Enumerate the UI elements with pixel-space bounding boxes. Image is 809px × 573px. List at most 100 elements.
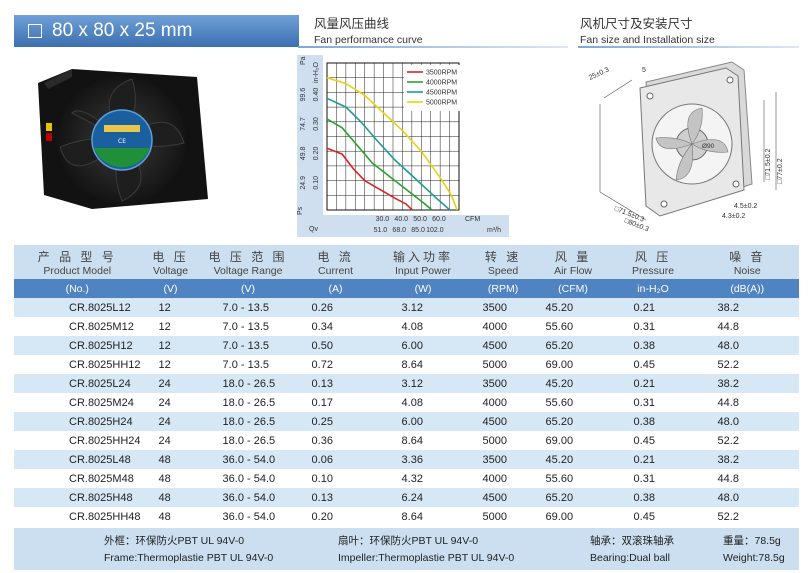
table-cell: 7.0 - 13.5 bbox=[222, 358, 270, 371]
table-cell: 24 bbox=[140, 412, 201, 431]
table-cell: 38.2 bbox=[695, 298, 799, 317]
dim-flange: 5 bbox=[642, 67, 646, 74]
table-cell: 4.08 bbox=[401, 396, 423, 409]
table-row: CR.8025H24 24 18.0 - 26.5 0.25 6.00 4500 65.20… bbox=[14, 412, 799, 431]
y2-tick-label: 99.6 bbox=[300, 88, 307, 102]
x2-tick-label: 85.0 bbox=[411, 227, 425, 234]
frame-zh: 外框：环保防火PBT UL 94V-0 bbox=[104, 535, 245, 547]
table-cell: 0.26 bbox=[295, 298, 376, 317]
table-cell: 36.0 - 54.0 bbox=[222, 510, 276, 523]
table-cell: 0.13 bbox=[295, 488, 376, 507]
table-cell: 0.45 bbox=[633, 434, 655, 447]
col-unit-3: (A) bbox=[295, 279, 376, 298]
col-header-6: 风 量 Air Flow bbox=[535, 245, 611, 279]
y-tick-label: 0.40 bbox=[313, 88, 320, 102]
table-cell: 55.60 bbox=[545, 472, 574, 485]
col-header-en: Input Power bbox=[395, 265, 452, 277]
table-cell: 55.60 bbox=[545, 320, 574, 333]
table-cell: 5000 bbox=[482, 434, 508, 447]
table-cell: 12 bbox=[140, 298, 201, 317]
col-unit-5: (RPM) bbox=[470, 279, 536, 298]
col-header-en: Pressure bbox=[632, 265, 675, 277]
table-cell: 48.0 bbox=[695, 488, 799, 507]
table-cell: 3500 bbox=[470, 298, 536, 317]
table-cell: 3500 bbox=[470, 374, 536, 393]
col-unit-1: (V) bbox=[140, 279, 201, 298]
ps-label: Ps bbox=[297, 206, 304, 215]
table-row: CR.8025HH48 48 36.0 - 54.0 0.20 8.64 5000 69.0… bbox=[14, 507, 799, 526]
table-cell: 4500 bbox=[470, 488, 536, 507]
table-cell: CR.8025H48 bbox=[14, 488, 141, 507]
table-cell: 0.31 bbox=[633, 396, 655, 409]
dim-diameter: Ø90 bbox=[702, 143, 715, 150]
table-cell: CR.8025H12 bbox=[14, 336, 141, 355]
size-heading: 风机尺寸及安装尺寸 Fan size and Installation size bbox=[580, 13, 715, 46]
table-cell: 0.31 bbox=[633, 320, 655, 333]
table-cell: 5000 bbox=[482, 358, 508, 371]
table-cell: CR.8025M12 bbox=[69, 320, 134, 333]
y2-tick-label: 24.9 bbox=[300, 176, 307, 190]
table-cell: 48 bbox=[140, 450, 201, 469]
table-cell: 4.32 bbox=[401, 472, 423, 485]
table-cell: 0.21 bbox=[610, 450, 696, 469]
size-title-zh: 风机尺寸及安装尺寸 bbox=[580, 17, 693, 31]
table-cell: 7.0 - 13.5 bbox=[200, 298, 296, 317]
weight-zh: 重量：78.5g bbox=[723, 535, 781, 547]
col-unit-6: (CFM) bbox=[535, 279, 611, 298]
table-cell: 18.0 - 26.5 bbox=[222, 434, 276, 447]
col-header-zh: 风 量 bbox=[554, 250, 592, 264]
col-unit-4: (W) bbox=[375, 279, 471, 298]
legend-label: 5000RPM bbox=[426, 100, 457, 107]
table-cell: 55.60 bbox=[545, 396, 574, 409]
curve-3500RPM bbox=[326, 147, 413, 211]
curve-4000RPM bbox=[326, 118, 433, 211]
table-cell: 69.00 bbox=[545, 510, 574, 523]
col-header-zh: 输入功率 bbox=[393, 250, 454, 264]
table-cell: 44.8 bbox=[717, 320, 739, 333]
header-row-labels: 产 品 型 号 Product Model 电 压 Voltage 电 压 范 围 Vol… bbox=[14, 245, 799, 279]
table-cell: 6.24 bbox=[375, 488, 471, 507]
x-tick-label: 30.0 bbox=[376, 216, 390, 223]
table-cell: 38.2 bbox=[695, 450, 799, 469]
col-header-en: Air Flow bbox=[554, 265, 592, 277]
dimension-drawing: 25±0.3 5 Ø90 □71.5±0.2 □77±0.2 4.5±0.2 4… bbox=[584, 52, 799, 233]
table-cell: 0.20 bbox=[311, 510, 333, 523]
table-cell: 3500 bbox=[470, 450, 536, 469]
header-row-units: (No.) (V) (V) (A) (W) (RPM) (CFM) in-H₂O (dB(A)) bbox=[14, 279, 799, 298]
x-axis-label: CFM bbox=[465, 216, 480, 223]
table-cell: 4500 bbox=[470, 412, 536, 431]
table-cell: 65.20 bbox=[535, 412, 611, 431]
table-cell: 36.0 - 54.0 bbox=[200, 450, 296, 469]
table-cell: 38.2 bbox=[695, 374, 799, 393]
weight-en: Weight:78.5g bbox=[723, 552, 785, 564]
table-row: CR.8025L48 48 36.0 - 54.0 0.06 3.36 3500 45.20… bbox=[14, 450, 799, 469]
table-cell: 44.8 bbox=[717, 472, 739, 485]
col-header-5: 转 速 Speed bbox=[470, 245, 536, 279]
col-header-zh: 电 流 bbox=[317, 250, 354, 264]
table-cell: 36.0 - 54.0 bbox=[222, 472, 276, 485]
table-cell: 44.8 bbox=[717, 396, 739, 409]
table-cell: 0.36 bbox=[311, 434, 333, 447]
y2-tick-label: 49.8 bbox=[300, 146, 307, 160]
table-cell: 24 bbox=[158, 396, 171, 409]
table-cell: 0.34 bbox=[311, 320, 333, 333]
dim-hole-a: 4.5±0.2 bbox=[734, 203, 757, 210]
dim-depth: 25±0.3 bbox=[588, 66, 610, 81]
x2-tick-label: 102.0 bbox=[426, 227, 444, 234]
x-tick-label: 50.0 bbox=[413, 216, 427, 223]
col-header-3: 电 流 Current bbox=[295, 245, 376, 279]
table-cell: CR.8025H24 bbox=[14, 412, 141, 431]
table-cell: 0.13 bbox=[295, 374, 376, 393]
table-cell: 65.20 bbox=[535, 336, 611, 355]
table-cell: 45.20 bbox=[535, 298, 611, 317]
table-cell: 45.20 bbox=[535, 450, 611, 469]
checkbox-square-icon bbox=[28, 24, 42, 38]
x2-tick-label: 51.0 bbox=[374, 227, 388, 234]
perf-curve-title-zh: 风量风压曲线 bbox=[314, 17, 390, 31]
table-cell: 3.12 bbox=[375, 374, 471, 393]
col-header-zh: 转 速 bbox=[484, 250, 522, 264]
col-header-4: 输入功率 Input Power bbox=[375, 245, 471, 279]
table-cell: CR.8025HH12 bbox=[69, 358, 141, 371]
table-cell: CR.8025L24 bbox=[14, 374, 141, 393]
table-cell: 0.06 bbox=[295, 450, 376, 469]
